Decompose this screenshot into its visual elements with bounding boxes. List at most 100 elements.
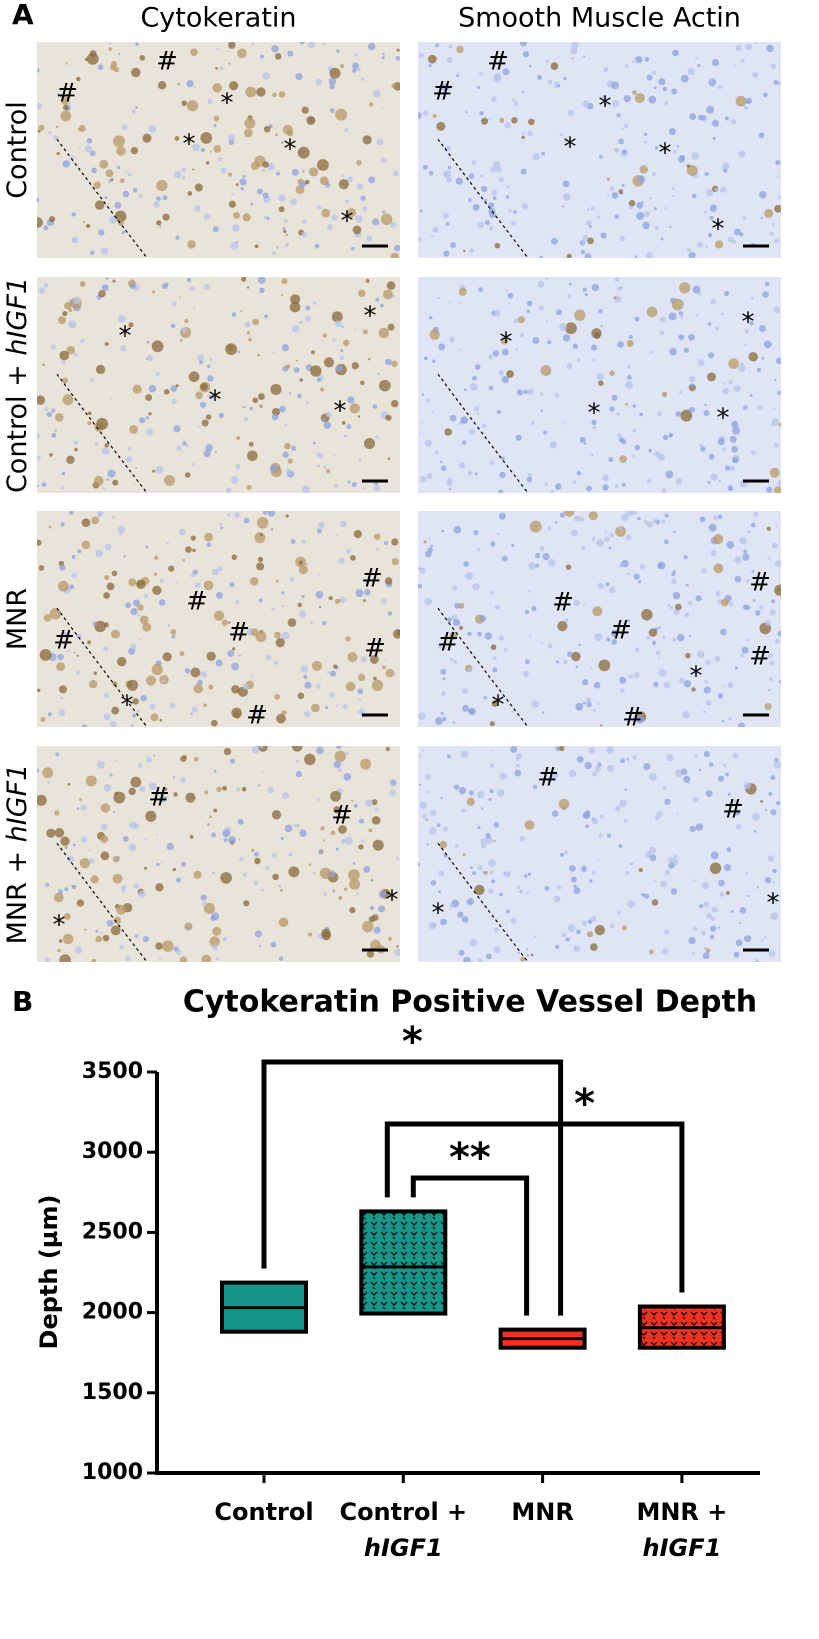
texture bbox=[489, 721, 495, 727]
texture bbox=[592, 708, 596, 712]
texture bbox=[390, 252, 399, 258]
texture bbox=[666, 753, 674, 762]
texture bbox=[299, 378, 304, 382]
texture bbox=[227, 134, 236, 142]
texture bbox=[223, 837, 228, 842]
texture bbox=[426, 843, 429, 846]
texture bbox=[38, 124, 45, 131]
texture bbox=[774, 584, 781, 596]
texture bbox=[752, 71, 759, 78]
texture bbox=[634, 93, 645, 104]
texture bbox=[138, 638, 141, 641]
texture bbox=[435, 717, 443, 725]
texture bbox=[689, 825, 696, 833]
texture bbox=[586, 697, 592, 703]
texture bbox=[775, 524, 778, 527]
texture bbox=[632, 428, 637, 433]
texture bbox=[117, 315, 126, 323]
vessel-marker: # bbox=[53, 626, 75, 656]
texture bbox=[142, 133, 152, 143]
texture bbox=[132, 188, 138, 193]
texture bbox=[97, 64, 104, 71]
texture bbox=[714, 655, 721, 662]
texture bbox=[104, 195, 108, 199]
texture bbox=[467, 667, 473, 673]
texture bbox=[751, 297, 754, 300]
vessel-marker: * bbox=[599, 92, 612, 122]
texture bbox=[198, 425, 201, 428]
texture bbox=[213, 145, 222, 153]
texture bbox=[573, 884, 577, 888]
texture bbox=[207, 99, 213, 105]
texture bbox=[723, 864, 731, 872]
texture bbox=[351, 362, 360, 370]
texture bbox=[61, 631, 68, 638]
texture bbox=[311, 660, 323, 671]
texture bbox=[735, 824, 742, 830]
texture bbox=[727, 682, 734, 689]
texture bbox=[186, 926, 191, 931]
texture bbox=[425, 773, 432, 780]
texture bbox=[44, 406, 49, 412]
texture bbox=[721, 447, 726, 452]
texture bbox=[616, 412, 620, 416]
texture bbox=[706, 912, 712, 919]
texture bbox=[563, 76, 567, 81]
texture bbox=[486, 953, 492, 960]
texture bbox=[604, 530, 607, 533]
texture bbox=[553, 895, 561, 903]
y-tick-label: 3000 bbox=[82, 1139, 143, 1164]
texture bbox=[256, 188, 263, 195]
texture bbox=[752, 813, 760, 821]
vessel-marker: * bbox=[221, 89, 234, 119]
texture bbox=[333, 806, 341, 814]
texture bbox=[539, 255, 543, 258]
texture bbox=[770, 809, 777, 816]
texture bbox=[558, 798, 570, 810]
texture bbox=[722, 387, 730, 395]
texture bbox=[507, 302, 511, 305]
texture bbox=[281, 344, 290, 352]
texture bbox=[179, 528, 186, 536]
texture bbox=[772, 542, 778, 549]
texture bbox=[441, 690, 446, 696]
texture bbox=[128, 647, 136, 655]
texture bbox=[283, 219, 288, 223]
texture bbox=[161, 679, 165, 683]
texture bbox=[643, 132, 647, 136]
texture bbox=[175, 235, 180, 240]
texture bbox=[281, 604, 285, 608]
texture bbox=[76, 76, 81, 82]
texture bbox=[654, 225, 659, 230]
texture bbox=[707, 352, 715, 359]
texture bbox=[153, 201, 160, 208]
texture bbox=[57, 653, 64, 661]
texture bbox=[472, 583, 480, 591]
texture bbox=[428, 538, 431, 541]
texture bbox=[651, 70, 657, 75]
texture bbox=[506, 370, 514, 378]
texture bbox=[777, 630, 781, 637]
texture bbox=[494, 604, 500, 610]
texture bbox=[750, 522, 756, 528]
texture bbox=[707, 372, 716, 382]
texture bbox=[391, 399, 399, 408]
texture bbox=[203, 703, 207, 708]
texture bbox=[418, 112, 422, 119]
micrograph bbox=[37, 277, 400, 493]
texture bbox=[188, 371, 200, 383]
texture bbox=[425, 550, 432, 558]
vessel-marker: # bbox=[622, 703, 644, 733]
texture bbox=[323, 465, 327, 469]
texture bbox=[338, 768, 342, 772]
texture bbox=[213, 610, 225, 621]
texture bbox=[206, 364, 211, 369]
texture bbox=[759, 190, 767, 199]
micrograph bbox=[418, 277, 781, 493]
texture bbox=[341, 185, 344, 188]
texture bbox=[139, 786, 146, 793]
texture bbox=[320, 826, 325, 831]
texture bbox=[539, 545, 545, 551]
texture bbox=[144, 838, 147, 841]
texture bbox=[591, 870, 596, 876]
